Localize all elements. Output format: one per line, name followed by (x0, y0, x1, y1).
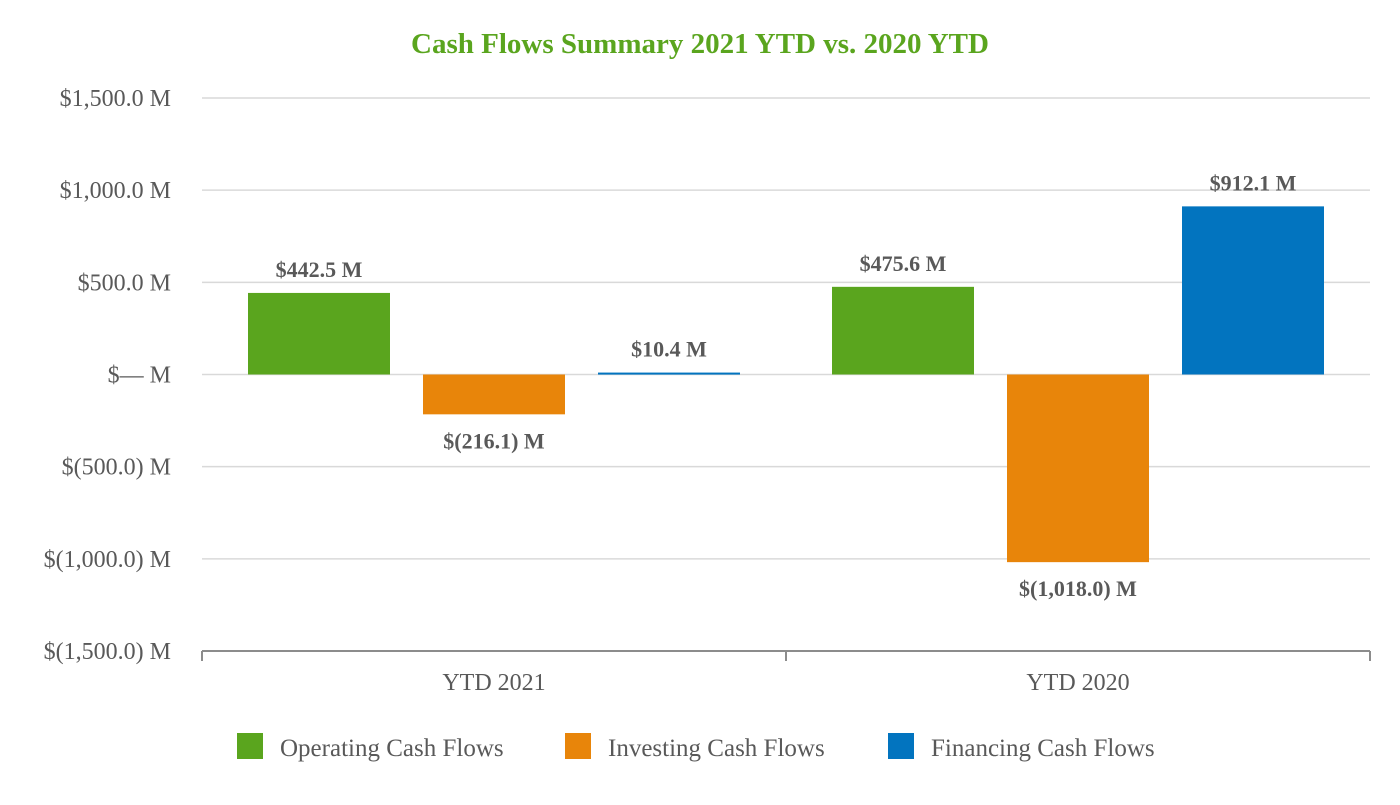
x-category-label: YTD 2021 (442, 670, 545, 696)
x-category-label: YTD 2020 (1026, 670, 1129, 696)
bar-investing-cash-flows-ytd-2021 (423, 374, 565, 415)
y-axis: $1,500.0 M $1,000.0 M $500.0 M $— M $(500.0)… (44, 86, 171, 665)
y-tick-label: $500.0 M (78, 270, 171, 296)
chart-title: Cash Flows Summary 2021 YTD vs. 2020 YTD (411, 28, 989, 60)
legend-swatch (565, 733, 591, 759)
y-tick-label: $(1,000.0) M (44, 547, 171, 573)
legend: Operating Cash Flows Investing Cash Flows… (237, 733, 1155, 762)
legend-label: Investing Cash Flows (608, 735, 825, 762)
data-label: $475.6 M (860, 251, 947, 276)
y-tick-label: $(1,500.0) M (44, 639, 171, 665)
x-axis: YTD 2021 YTD 2020 (201, 650, 1371, 696)
data-labels: $442.5 M $(216.1) M $10.4 M $475.6 M $(1,018… (276, 170, 1297, 601)
y-tick-label: $1,500.0 M (60, 86, 171, 112)
data-label: $(1,018.0) M (1019, 576, 1137, 601)
data-label: $10.4 M (631, 337, 707, 362)
data-label: $912.1 M (1210, 170, 1297, 195)
legend-swatch (237, 733, 263, 759)
bars (248, 206, 1324, 563)
legend-label: Operating Cash Flows (280, 735, 504, 762)
bar-operating-cash-flows-ytd-2021 (248, 292, 390, 375)
data-label: $(216.1) M (443, 428, 545, 453)
bar-investing-cash-flows-ytd-2020 (1007, 374, 1149, 563)
gridlines (202, 97, 1370, 560)
y-tick-label: $(500.0) M (62, 455, 171, 481)
y-tick-label: $1,000.0 M (60, 178, 171, 204)
bar-operating-cash-flows-ytd-2020 (832, 286, 974, 375)
y-tick-label: $— M (108, 363, 171, 389)
legend-label: Financing Cash Flows (931, 735, 1155, 762)
bar-financing-cash-flows-ytd-2020 (1182, 206, 1324, 375)
legend-swatch (888, 733, 914, 759)
data-label: $442.5 M (276, 257, 363, 282)
bar-financing-cash-flows-ytd-2021 (598, 372, 740, 375)
